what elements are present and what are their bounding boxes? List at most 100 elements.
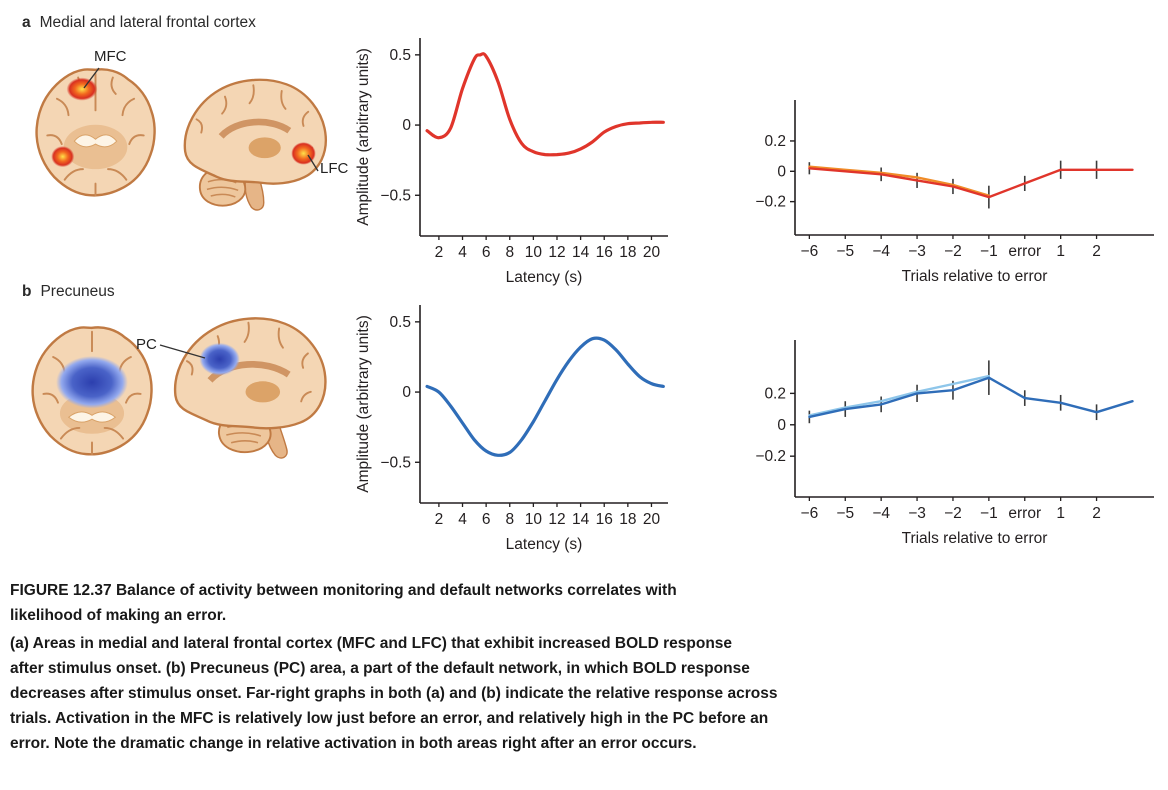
chart-bold-response-precuneus: 0.5 0 −0.5 2 4 6 8 10 12 14 16 18 20 Latency (s) Ampli… xyxy=(350,295,680,565)
secondary-activation-blob xyxy=(51,146,75,168)
svg-text:−5: −5 xyxy=(836,243,854,260)
panel-a-title: Medial and lateral frontal cortex xyxy=(39,14,256,31)
panel-a-header: a Medial and lateral frontal cortex xyxy=(22,14,256,32)
label-pc: PC xyxy=(136,336,157,353)
svg-text:2: 2 xyxy=(1092,505,1101,522)
chart-bold-response-frontal: 0.5 0 −0.5 2 4 6 8 10 12 14 16 18 20 Latency (s) Ampli… xyxy=(350,28,680,298)
corpus-callosum xyxy=(218,118,292,139)
svg-text:−2: −2 xyxy=(944,243,962,260)
thalamus xyxy=(248,137,281,159)
svg-text:−6: −6 xyxy=(801,243,819,260)
panel-a-letter: a xyxy=(22,14,31,31)
caption-body-line-2: after stimulus onset. (b) Precuneus (PC)… xyxy=(10,660,750,677)
svg-text:0: 0 xyxy=(777,163,786,180)
svg-text:14: 14 xyxy=(572,244,590,261)
svg-text:0.5: 0.5 xyxy=(389,47,411,64)
thalamus xyxy=(245,381,281,403)
svg-text:12: 12 xyxy=(548,511,565,528)
caption-body-line-3: decreases after stimulus onset. Far-righ… xyxy=(10,685,778,702)
svg-text:Latency (s): Latency (s) xyxy=(506,269,583,286)
cerebrum-outline xyxy=(183,78,328,185)
caption-body-line-1: (a) Areas in medial and lateral frontal … xyxy=(10,635,733,652)
caption-title-line-1: FIGURE 12.37 Balance of activity between… xyxy=(10,582,677,599)
subcortex-shading xyxy=(63,124,128,170)
svg-text:10: 10 xyxy=(525,511,543,528)
brain-sagittal-slice-b xyxy=(173,317,327,459)
brain-coronal-slice-a xyxy=(35,68,156,197)
mfc-pointer-line xyxy=(83,67,100,89)
svg-text:0: 0 xyxy=(402,117,411,134)
bold-response-precuneus-svg: 0.5 0 −0.5 2 4 6 8 10 12 14 16 18 20 Latency (s) Ampli… xyxy=(355,305,668,553)
lfc-activation-blob xyxy=(291,142,316,165)
svg-text:16: 16 xyxy=(596,511,613,528)
trials-relative-to-error-frontal-svg: 0.2 0 −0.2 −6 −5 −4 −3 −2 −1 error 1 2 Trials relati… xyxy=(755,100,1154,285)
svg-text:2: 2 xyxy=(1092,243,1101,260)
svg-text:6: 6 xyxy=(482,511,491,528)
mfc-activation-blob xyxy=(66,77,98,101)
svg-text:18: 18 xyxy=(619,511,636,528)
svg-text:−0.2: −0.2 xyxy=(755,448,786,465)
svg-text:18: 18 xyxy=(619,244,636,261)
gyri-lines xyxy=(46,72,145,197)
svg-text:Trials relative to error: Trials relative to error xyxy=(902,268,1048,285)
figure-caption: FIGURE 12.37 Balance of activity between… xyxy=(10,578,777,756)
panel-b-letter: b xyxy=(22,283,32,300)
trials-relative-to-error-precuneus-svg: 0.2 0 −0.2 −6 −5 −4 −3 −2 −1 error 1 2 Trials relati… xyxy=(755,340,1154,547)
svg-text:Trials relative to error: Trials relative to error xyxy=(902,530,1048,547)
caption-body-line-5: error. Note the dramatic change in relat… xyxy=(10,735,697,752)
ventricles xyxy=(73,134,118,148)
cerebrum-outline xyxy=(173,317,327,430)
brain-sagittal-slice-a xyxy=(183,78,328,211)
svg-text:Amplitude (arbitrary units): Amplitude (arbitrary units) xyxy=(355,315,372,492)
svg-text:−4: −4 xyxy=(872,243,890,260)
svg-text:10: 10 xyxy=(525,244,543,261)
svg-text:−5: −5 xyxy=(836,505,854,522)
svg-text:4: 4 xyxy=(458,244,467,261)
svg-text:0.2: 0.2 xyxy=(764,133,786,150)
svg-text:8: 8 xyxy=(505,511,514,528)
svg-text:2: 2 xyxy=(435,511,444,528)
brain-coronal-slice-b xyxy=(31,326,153,456)
pc-pointer-line xyxy=(159,344,206,359)
pc-activation-blob-coronal xyxy=(56,356,128,409)
svg-text:−0.5: −0.5 xyxy=(380,454,411,471)
svg-text:0.5: 0.5 xyxy=(389,314,411,331)
svg-text:16: 16 xyxy=(596,244,613,261)
svg-text:1: 1 xyxy=(1056,243,1065,260)
pc-activation-blob-sagittal xyxy=(199,342,240,376)
svg-text:−0.2: −0.2 xyxy=(755,194,786,211)
svg-text:14: 14 xyxy=(572,511,590,528)
caption-body-line-4: trials. Activation in the MFC is relativ… xyxy=(10,710,769,727)
caption-title-line-2: likelihood of making an error. xyxy=(10,607,227,624)
svg-text:error: error xyxy=(1008,505,1041,522)
svg-text:−2: −2 xyxy=(944,505,962,522)
bold-response-frontal-svg: 0.5 0 −0.5 2 4 6 8 10 12 14 16 18 20 Latency (s) Ampli… xyxy=(355,38,668,286)
svg-text:−4: −4 xyxy=(872,505,890,522)
panel-b-title: Precuneus xyxy=(40,283,115,300)
svg-text:−1: −1 xyxy=(980,505,998,522)
chart-trials-precuneus: 0.2 0 −0.2 −6 −5 −4 −3 −2 −1 error 1 2 Trials relati… xyxy=(720,330,1168,555)
ventricles xyxy=(67,411,117,423)
svg-text:0: 0 xyxy=(777,417,786,434)
panel-b-header: b Precuneus xyxy=(22,283,115,301)
svg-text:−3: −3 xyxy=(908,243,926,260)
svg-text:6: 6 xyxy=(482,244,491,261)
lfc-pointer-line xyxy=(307,154,319,172)
caption-body: (a) Areas in medial and lateral frontal … xyxy=(10,631,777,756)
svg-text:−1: −1 xyxy=(980,243,998,260)
svg-text:20: 20 xyxy=(643,244,661,261)
svg-text:Latency (s): Latency (s) xyxy=(506,536,583,553)
svg-text:−6: −6 xyxy=(801,505,819,522)
svg-text:2: 2 xyxy=(435,244,444,261)
svg-text:8: 8 xyxy=(505,244,514,261)
svg-text:4: 4 xyxy=(458,511,467,528)
svg-text:error: error xyxy=(1008,243,1041,260)
svg-text:1: 1 xyxy=(1056,505,1065,522)
chart-trials-frontal: 0.2 0 −0.2 −6 −5 −4 −3 −2 −1 error 1 2 Trials relati… xyxy=(720,88,1168,293)
brainstem xyxy=(244,177,265,211)
label-mfc: MFC xyxy=(94,48,127,65)
svg-text:0.2: 0.2 xyxy=(764,385,786,402)
svg-text:−3: −3 xyxy=(908,505,926,522)
svg-text:12: 12 xyxy=(548,244,565,261)
